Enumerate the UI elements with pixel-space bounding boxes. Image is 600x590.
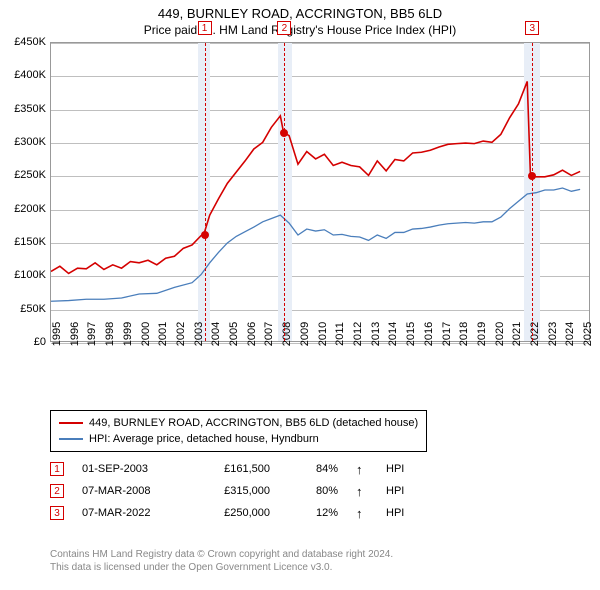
x-tick-label: 2022 — [529, 322, 541, 346]
sales-marker-badge: 3 — [50, 506, 64, 520]
sales-cmp-label: HPI — [386, 463, 416, 475]
x-tick-label: 2020 — [494, 322, 506, 346]
marker-badge: 3 — [525, 21, 539, 35]
footer-line2: This data is licensed under the Open Gov… — [50, 561, 393, 574]
x-tick-label: 2000 — [140, 322, 152, 346]
arrow-up-icon: ↑ — [356, 506, 368, 521]
chart-area: £0 £50K £100K £150K £200K £250K £300K £350K £400… — [0, 42, 600, 377]
x-tick-label: 1997 — [86, 322, 98, 346]
x-tick-label: 2009 — [299, 322, 311, 346]
x-tick-label: 2011 — [334, 322, 346, 346]
sales-price: £161,500 — [190, 463, 270, 475]
sales-date: 01-SEP-2003 — [82, 463, 172, 475]
marker-dot — [280, 129, 288, 137]
y-tick-label: £200K — [0, 203, 46, 215]
sales-cmp-label: HPI — [386, 507, 416, 519]
marker-dot — [201, 231, 209, 239]
chart-title: 449, BURNLEY ROAD, ACCRINGTON, BB5 6LD — [0, 0, 600, 21]
arrow-up-icon: ↑ — [356, 462, 368, 477]
x-tick-label: 2015 — [405, 322, 417, 346]
sales-date: 07-MAR-2008 — [82, 485, 172, 497]
sales-price: £250,000 — [190, 507, 270, 519]
marker-line — [205, 43, 206, 341]
legend: 449, BURNLEY ROAD, ACCRINGTON, BB5 6LD (… — [50, 410, 427, 452]
plot-svg — [51, 43, 589, 341]
x-tick-label: 2025 — [582, 322, 594, 346]
y-tick-label: £400K — [0, 69, 46, 81]
y-tick-label: £100K — [0, 269, 46, 281]
marker-line — [284, 43, 285, 341]
chart-subtitle: Price paid vs. HM Land Registry's House … — [0, 21, 600, 37]
arrow-up-icon: ↑ — [356, 484, 368, 499]
x-tick-label: 1998 — [104, 322, 116, 346]
legend-swatch — [59, 422, 83, 424]
y-tick-label: £0 — [0, 336, 46, 348]
x-tick-label: 2005 — [228, 322, 240, 346]
x-tick-label: 1995 — [51, 322, 63, 346]
x-tick-label: 2013 — [370, 322, 382, 346]
marker-dot — [528, 172, 536, 180]
x-tick-label: 2010 — [317, 322, 329, 346]
x-tick-label: 2017 — [441, 322, 453, 346]
x-tick-label: 1999 — [122, 322, 134, 346]
marker-badge: 1 — [198, 21, 212, 35]
x-tick-label: 2004 — [210, 322, 222, 346]
x-tick-label: 1996 — [69, 322, 81, 346]
sales-table: 1 01-SEP-2003 £161,500 84% ↑ HPI 2 07-MAR-2008 £… — [50, 458, 416, 524]
x-tick-label: 2021 — [511, 322, 523, 346]
x-tick-label: 2003 — [193, 322, 205, 346]
legend-label: 449, BURNLEY ROAD, ACCRINGTON, BB5 6LD (… — [89, 415, 418, 431]
x-tick-label: 2023 — [547, 322, 559, 346]
x-tick-label: 2014 — [387, 322, 399, 346]
legend-swatch — [59, 438, 83, 440]
legend-item: 449, BURNLEY ROAD, ACCRINGTON, BB5 6LD (… — [59, 415, 418, 431]
sales-row: 1 01-SEP-2003 £161,500 84% ↑ HPI — [50, 458, 416, 480]
x-tick-label: 2006 — [246, 322, 258, 346]
sales-row: 2 07-MAR-2008 £315,000 80% ↑ HPI — [50, 480, 416, 502]
sales-price: £315,000 — [190, 485, 270, 497]
sales-row: 3 07-MAR-2022 £250,000 12% ↑ HPI — [50, 502, 416, 524]
sales-pct: 12% — [288, 507, 338, 519]
footer: Contains HM Land Registry data © Crown c… — [50, 548, 393, 574]
y-tick-label: £300K — [0, 136, 46, 148]
x-tick-label: 2016 — [423, 322, 435, 346]
plot-area: 1995199619971998199920002001200220032004… — [50, 42, 590, 342]
sales-cmp-label: HPI — [386, 485, 416, 497]
footer-line1: Contains HM Land Registry data © Crown c… — [50, 548, 393, 561]
y-tick-label: £250K — [0, 169, 46, 181]
legend-item: HPI: Average price, detached house, Hynd… — [59, 431, 418, 447]
series-line — [51, 188, 580, 301]
x-tick-label: 2019 — [476, 322, 488, 346]
marker-line — [532, 43, 533, 341]
x-tick-label: 2012 — [352, 322, 364, 346]
x-tick-label: 2024 — [564, 322, 576, 346]
legend-label: HPI: Average price, detached house, Hynd… — [89, 431, 319, 447]
chart-container: 449, BURNLEY ROAD, ACCRINGTON, BB5 6LD P… — [0, 0, 600, 590]
sales-marker-badge: 2 — [50, 484, 64, 498]
x-tick-label: 2002 — [175, 322, 187, 346]
x-tick-label: 2001 — [157, 322, 169, 346]
x-tick-label: 2007 — [263, 322, 275, 346]
x-tick-label: 2008 — [281, 322, 293, 346]
sales-pct: 84% — [288, 463, 338, 475]
y-tick-label: £50K — [0, 303, 46, 315]
y-tick-label: £150K — [0, 236, 46, 248]
marker-badge: 2 — [277, 21, 291, 35]
x-tick-label: 2018 — [458, 322, 470, 346]
series-line — [51, 81, 580, 273]
sales-pct: 80% — [288, 485, 338, 497]
y-tick-label: £350K — [0, 103, 46, 115]
sales-date: 07-MAR-2022 — [82, 507, 172, 519]
y-tick-label: £450K — [0, 36, 46, 48]
sales-marker-badge: 1 — [50, 462, 64, 476]
